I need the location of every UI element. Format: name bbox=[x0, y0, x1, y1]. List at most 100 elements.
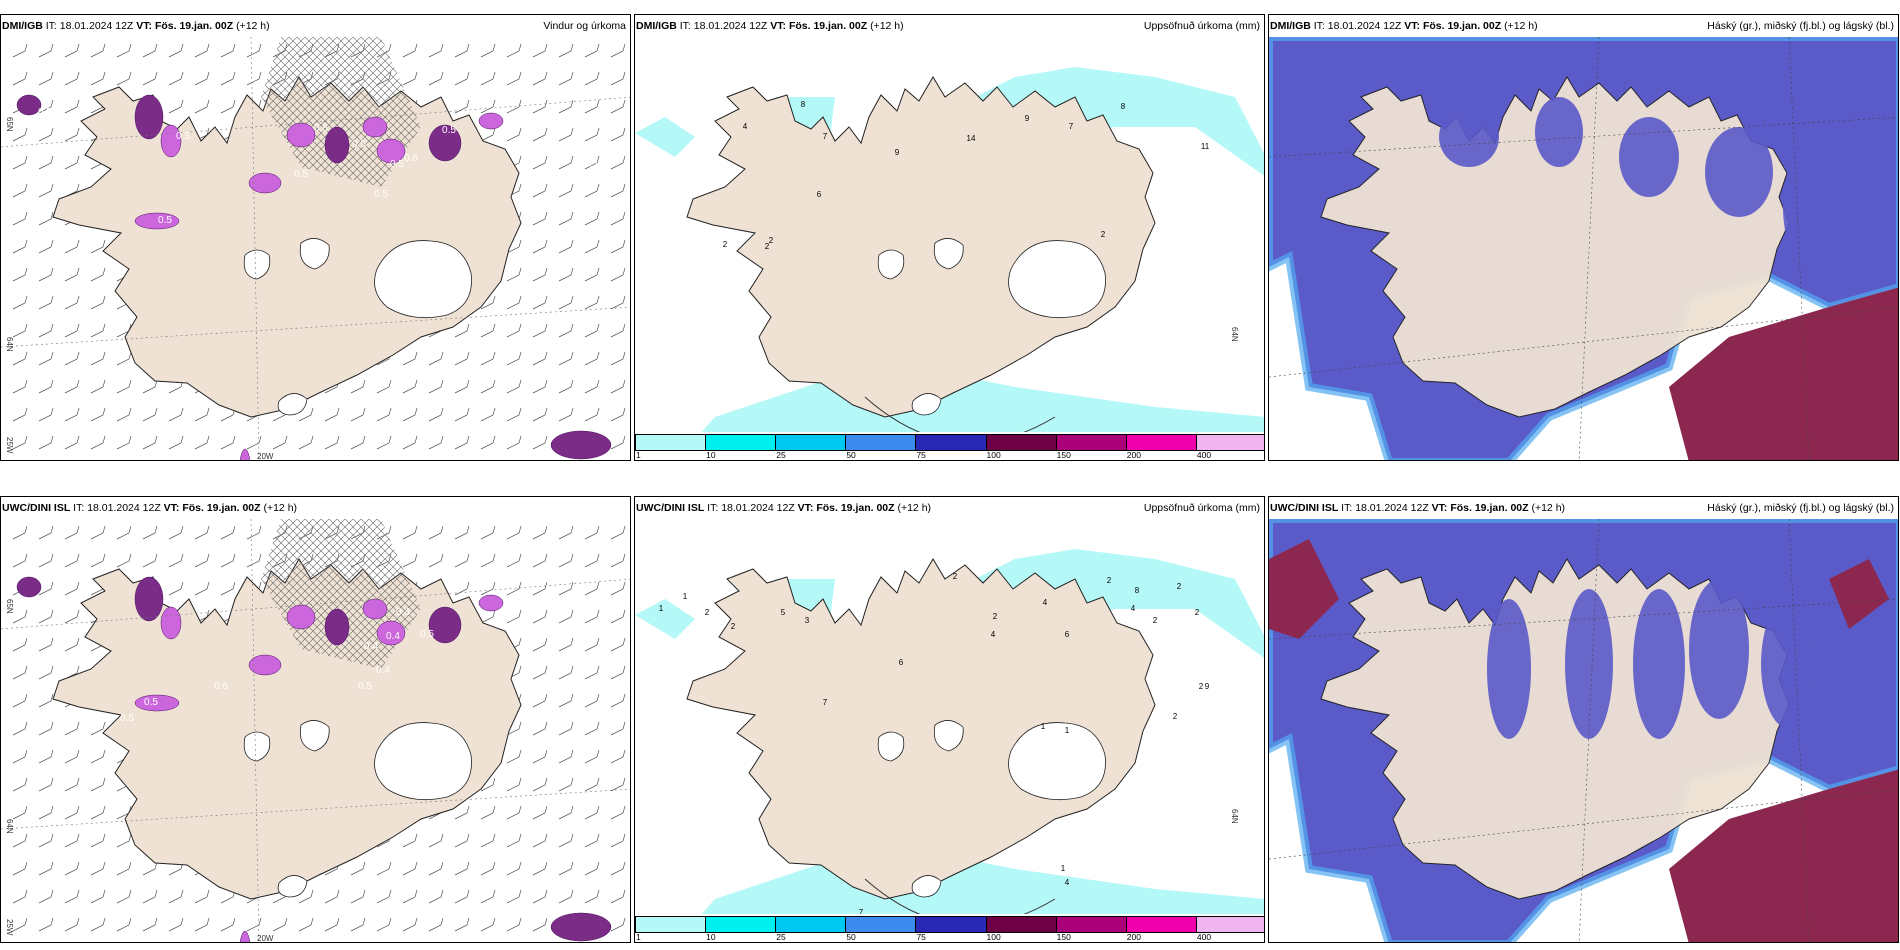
wind-barb bbox=[12, 183, 28, 198]
cloud-edge bbox=[1269, 37, 1898, 460]
iceland-land bbox=[52, 558, 522, 900]
wind-barb bbox=[584, 721, 600, 736]
wind-barb bbox=[532, 721, 548, 736]
wind-barb bbox=[12, 43, 28, 58]
wind-barb bbox=[90, 917, 106, 932]
wind-barb bbox=[532, 71, 548, 86]
wind-barb bbox=[38, 637, 54, 652]
wind-barb bbox=[116, 525, 132, 540]
panel-issued-label: IT: bbox=[45, 20, 57, 32]
wind-barb bbox=[454, 553, 470, 568]
wind-barb bbox=[584, 833, 600, 848]
wind-barb bbox=[532, 805, 548, 820]
wind-barb bbox=[532, 609, 548, 624]
wind-barb bbox=[12, 211, 28, 226]
wind-barb bbox=[168, 99, 184, 114]
wind-barb bbox=[12, 721, 28, 736]
panel-header: DMI/IGB IT: 18.01.2024 12Z VT: Fös. 19.j… bbox=[1, 15, 630, 37]
wind-barb bbox=[90, 553, 106, 568]
precip-blob bbox=[478, 112, 504, 130]
wind-barb bbox=[298, 435, 314, 450]
wind-barb bbox=[142, 917, 158, 932]
cloud-edge bbox=[1269, 519, 1898, 942]
wind-barb bbox=[116, 917, 132, 932]
panel-valid: Fös. 19.jan. 00Z bbox=[1450, 502, 1529, 514]
wind-barb bbox=[168, 917, 184, 932]
wind-barb bbox=[532, 553, 548, 568]
wind-barb bbox=[558, 351, 574, 366]
wind-barb bbox=[298, 889, 314, 904]
glacier bbox=[374, 722, 472, 801]
wind-barb bbox=[38, 581, 54, 596]
wind-barb bbox=[454, 43, 470, 58]
wind-barb bbox=[38, 525, 54, 540]
wind-barb bbox=[532, 917, 548, 932]
precip-blob bbox=[134, 694, 180, 712]
glacier bbox=[933, 238, 964, 270]
precip-blob bbox=[239, 448, 251, 460]
wind-barb bbox=[90, 749, 106, 764]
wind-barb bbox=[558, 693, 574, 708]
wind-barb bbox=[38, 553, 54, 568]
wind-barb bbox=[12, 777, 28, 792]
value-label: 0.5 bbox=[158, 215, 172, 226]
wind-barb bbox=[38, 609, 54, 624]
wind-barb bbox=[454, 581, 470, 596]
wind-barb bbox=[532, 435, 548, 450]
precip-blob bbox=[376, 138, 406, 164]
wind-barb bbox=[38, 435, 54, 450]
value-label: 5 bbox=[781, 608, 786, 617]
wind-barb bbox=[12, 435, 28, 450]
precip-accum-area bbox=[635, 599, 695, 639]
map-clouds bbox=[1269, 519, 1898, 942]
value-label: 0.5 bbox=[294, 169, 308, 180]
wind-barb bbox=[64, 155, 80, 170]
wind-barb bbox=[402, 833, 418, 848]
colorbar-tick: 25 bbox=[776, 450, 786, 460]
wind-barb bbox=[376, 379, 392, 394]
wind-barb bbox=[246, 71, 262, 86]
wind-barb bbox=[610, 155, 626, 170]
wind-barb bbox=[506, 889, 522, 904]
wind-barb bbox=[324, 435, 340, 450]
wind-barb bbox=[584, 183, 600, 198]
value-label: 2 bbox=[1177, 582, 1182, 591]
wind-barb bbox=[610, 693, 626, 708]
panel-uwc-wind: UWC/DINI ISL IT: 18.01.2024 12Z VT: Fös.… bbox=[0, 496, 631, 943]
wind-barb bbox=[480, 805, 496, 820]
value-label: 2 bbox=[1153, 616, 1158, 625]
colorbar-swatch bbox=[705, 916, 777, 933]
value-label: 0.5 bbox=[144, 697, 158, 708]
wind-barb bbox=[168, 43, 184, 58]
wind-barb bbox=[12, 861, 28, 876]
value-label: 1 bbox=[1065, 726, 1070, 735]
panel-issued-label: IT: bbox=[679, 20, 691, 32]
wind-barb bbox=[584, 805, 600, 820]
graticule-line bbox=[250, 37, 260, 460]
wind-barb bbox=[272, 917, 288, 932]
wind-barb bbox=[64, 435, 80, 450]
wind-barb bbox=[558, 71, 574, 86]
cloud-band bbox=[1439, 107, 1499, 167]
wind-barb bbox=[558, 407, 574, 422]
wind-barb bbox=[194, 525, 210, 540]
value-label: 14 bbox=[967, 134, 976, 143]
lat-label: 65N bbox=[5, 117, 14, 132]
cloud-band bbox=[1633, 589, 1685, 739]
glacier bbox=[243, 731, 271, 762]
panel-valid: Fös. 19.jan. 00Z bbox=[788, 20, 868, 32]
graticule-line bbox=[1788, 37, 1810, 460]
wind-barb bbox=[558, 323, 574, 338]
wind-barb bbox=[376, 435, 392, 450]
colorbar-swatch bbox=[1195, 916, 1264, 933]
wind-barb bbox=[532, 295, 548, 310]
panel-issued: 18.01.2024 12Z bbox=[693, 20, 768, 32]
wind-barb bbox=[90, 721, 106, 736]
graticule-line bbox=[1269, 788, 1898, 860]
wind-barb bbox=[532, 127, 548, 142]
precip-blob bbox=[324, 126, 350, 164]
wind-barb bbox=[480, 889, 496, 904]
wind-barb bbox=[428, 43, 444, 58]
colorbar-swatch bbox=[775, 916, 847, 933]
